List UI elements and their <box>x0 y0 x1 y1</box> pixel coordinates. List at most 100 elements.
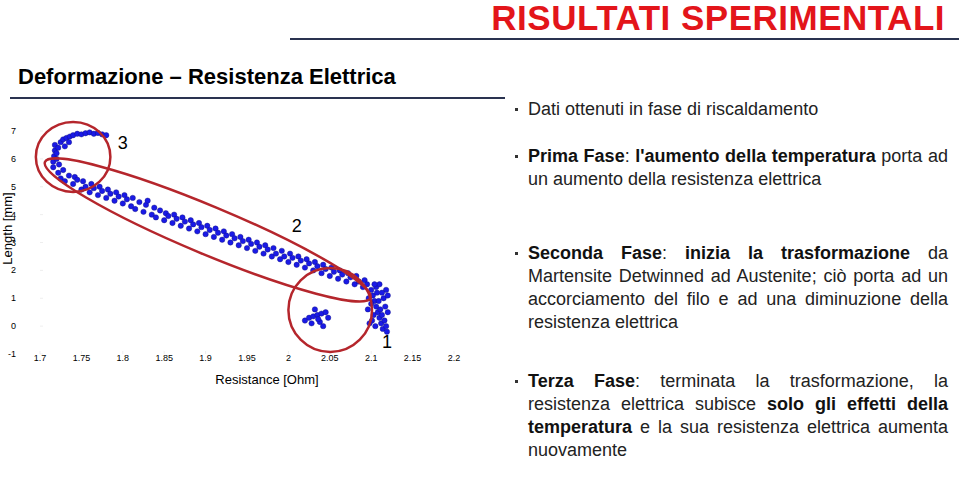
point <box>236 243 241 248</box>
point <box>215 230 220 235</box>
point <box>95 192 100 197</box>
point <box>153 215 158 220</box>
point <box>186 226 191 231</box>
point <box>124 197 129 202</box>
point <box>290 255 295 260</box>
point <box>383 304 388 309</box>
point <box>383 323 388 328</box>
point <box>170 220 175 225</box>
x-tick-label: 2.15 <box>404 353 422 363</box>
annotation: 3 <box>118 133 128 153</box>
point <box>319 270 324 275</box>
point <box>178 223 183 228</box>
bold-text: l'aumento della temperatura <box>635 146 876 166</box>
point <box>306 261 311 266</box>
x-tick-label: 2.05 <box>321 353 339 363</box>
bullet: Terza Fase: terminata la trasformazione,… <box>528 370 948 462</box>
point <box>62 144 67 149</box>
point <box>240 238 245 243</box>
point <box>190 222 195 227</box>
point <box>162 218 167 223</box>
bold-text: Prima Fase <box>528 146 625 166</box>
point <box>152 205 157 210</box>
point <box>286 259 291 264</box>
point <box>137 199 142 204</box>
y-tick-label: -1 <box>8 349 16 359</box>
point <box>309 321 314 326</box>
point <box>182 219 187 224</box>
point <box>120 201 125 206</box>
point <box>116 194 121 199</box>
bullet-dot <box>515 252 518 255</box>
x-tick-label: 1.7 <box>34 353 47 363</box>
y-tick <box>40 158 43 159</box>
y-tick <box>40 270 43 271</box>
x-tick-label: 2.1 <box>365 353 378 363</box>
bullet-dot <box>515 155 518 158</box>
region-ellipse <box>36 122 111 192</box>
annotation: 1 <box>382 332 392 352</box>
point <box>80 178 85 183</box>
point <box>145 198 150 203</box>
point <box>228 240 233 245</box>
point <box>265 247 270 252</box>
point <box>60 167 65 172</box>
y-tick-label: 5 <box>11 182 16 192</box>
annotation: 2 <box>292 216 302 236</box>
point <box>379 290 384 295</box>
x-tick-label: 1.95 <box>238 353 256 363</box>
point <box>56 145 61 150</box>
point <box>195 229 200 234</box>
points <box>51 130 391 335</box>
y-tick <box>40 354 43 355</box>
title-rule <box>290 38 959 40</box>
region-ellipse <box>36 140 380 320</box>
point <box>372 282 377 287</box>
point <box>56 170 61 175</box>
point <box>273 251 278 256</box>
point <box>99 188 104 193</box>
point <box>112 198 117 203</box>
point <box>271 245 276 250</box>
y-tick <box>40 131 43 132</box>
point <box>248 241 253 246</box>
y-tick <box>40 186 43 187</box>
point <box>257 244 262 249</box>
point <box>385 309 390 314</box>
x-tick-label: 1.8 <box>117 353 130 363</box>
point <box>373 323 378 328</box>
point <box>203 231 208 236</box>
bullet: Prima Fase: l'aumento della temperatura … <box>528 145 948 191</box>
bold-text: Seconda Fase <box>528 243 662 263</box>
point <box>325 315 330 320</box>
point <box>207 227 212 232</box>
point <box>157 208 162 213</box>
point <box>104 195 109 200</box>
point <box>108 191 113 196</box>
point <box>66 139 71 144</box>
point <box>294 262 299 267</box>
point <box>312 307 317 312</box>
point <box>374 290 379 295</box>
y-tick <box>40 298 43 299</box>
point <box>261 251 266 256</box>
point <box>199 224 204 229</box>
point <box>320 323 325 328</box>
y-tick-label: 2 <box>11 265 16 275</box>
x-tick-label: 2 <box>286 353 291 363</box>
point <box>130 195 135 200</box>
point <box>385 293 390 298</box>
y-axis-label: Length [mm] <box>0 192 15 264</box>
point <box>382 318 387 323</box>
x-axis-label: Resistance [Ohm] <box>215 372 318 387</box>
point <box>166 213 171 218</box>
point <box>224 233 229 238</box>
point <box>51 165 56 170</box>
bullet: Seconda Fase: inizia la trasformazione d… <box>528 242 948 334</box>
point <box>211 234 216 239</box>
point <box>133 206 138 211</box>
x-tick-label: 1.85 <box>155 353 173 363</box>
point <box>70 181 75 186</box>
point <box>376 298 381 303</box>
point <box>377 282 382 287</box>
